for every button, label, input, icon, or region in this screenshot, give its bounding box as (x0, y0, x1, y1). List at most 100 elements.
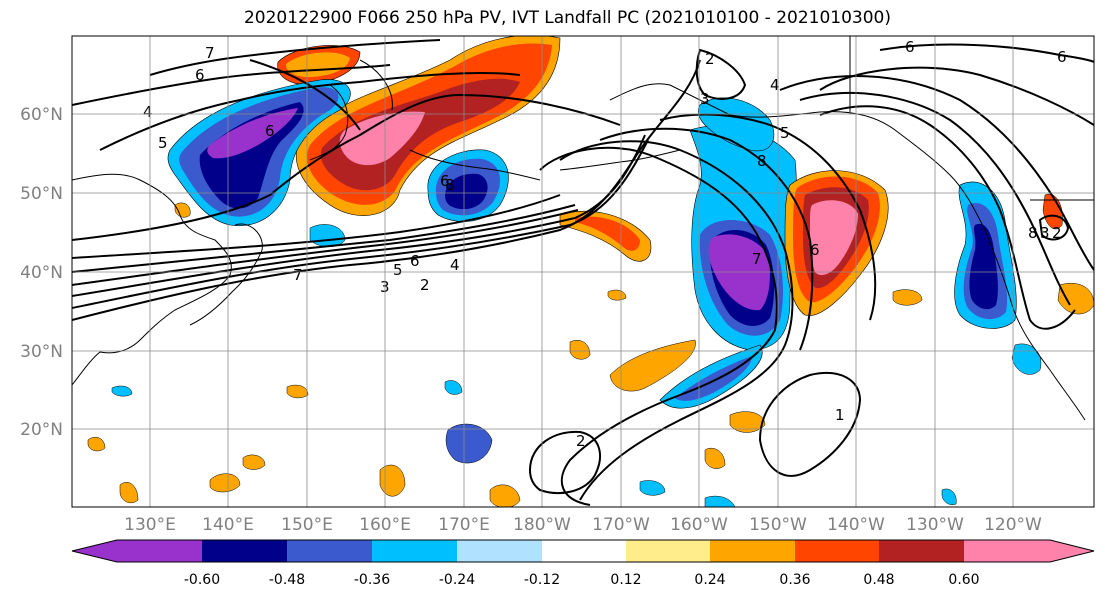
colorbar-tick-label: 0.12 (610, 572, 641, 588)
contour-label: 2 (705, 50, 715, 68)
lon-label-150e: 150°E (281, 515, 333, 535)
contour-line (72, 134, 646, 297)
colorbar-segment (1050, 540, 1094, 562)
colorbar-tick-label: -0.60 (184, 572, 220, 588)
colorbar-segment (202, 540, 287, 562)
colorbar-segment (287, 540, 372, 562)
contour-line (799, 91, 1071, 306)
lat-label-20n: 20°N (20, 420, 63, 440)
small-positive-blob-9 (209, 473, 241, 493)
small-positive-blob-11 (119, 482, 139, 504)
contour-line (72, 139, 649, 309)
contour-label: 4 (770, 76, 780, 94)
small-positive-blob-7 (609, 339, 696, 392)
contour-label: 7 (752, 250, 762, 268)
contour-label: 1 (835, 406, 845, 424)
contour-label: 2 (1052, 224, 1062, 242)
contour-line (249, 59, 361, 131)
contour-label: 7 (293, 266, 303, 284)
small-negative-blob-1 (1011, 343, 1042, 375)
small-positive-blob-13 (286, 384, 309, 399)
colorbar-tick-label: 0.48 (863, 572, 894, 588)
contour-line (72, 204, 576, 273)
colorbar-segment (117, 540, 203, 562)
small-positive-blob-5 (489, 484, 521, 507)
negative-anomaly-blob-north-pacific-max (445, 173, 488, 210)
contour-line (539, 146, 778, 506)
contour-label: 2 (420, 276, 430, 294)
positive-anomaly-ridge-max (810, 200, 858, 276)
colorbar-tick-label: 0.36 (779, 572, 810, 588)
contour-label: 5 (158, 134, 168, 152)
small-positive-blob-8 (569, 339, 591, 360)
contour-line (1038, 214, 1070, 241)
lat-label-30n: 30°N (20, 342, 63, 362)
small-positive-blob-16 (607, 289, 627, 301)
colorbar-tick-label: 0.60 (948, 572, 979, 588)
lat-label-40n: 40°N (20, 263, 63, 283)
negative-anomaly-alaska (698, 97, 775, 152)
anomaly-shading (87, 36, 1094, 507)
contour-label: 6 (265, 122, 275, 140)
small-negative-blob-4 (639, 480, 666, 496)
contour-line (695, 48, 747, 100)
contour-label: 3 (1040, 224, 1050, 242)
contour-label: 4 (143, 103, 153, 121)
contour-line (659, 113, 877, 321)
lon-label-150w: 150°W (749, 515, 807, 535)
colorbar-segment (879, 540, 964, 562)
contour-line (528, 430, 601, 494)
lon-label-160e: 160°E (359, 515, 411, 535)
small-positive-blob-6 (729, 411, 766, 433)
lon-label-130e: 130°E (124, 515, 176, 535)
colorbar-segment (457, 540, 542, 562)
lat-label-60n: 60°N (20, 105, 63, 125)
contour-line (72, 194, 561, 259)
longitude-axis: 130°E 140°E 150°E 160°E 170°E 180°W 170°… (124, 515, 1042, 535)
contour-label: 6 (905, 38, 915, 56)
contour-line (879, 43, 1094, 63)
lon-label-170e: 170°E (438, 515, 490, 535)
map-title: 2020122900 F066 250 hPa PV, IVT Landfall… (243, 8, 891, 28)
lon-label-160w: 160°W (670, 515, 728, 535)
small-positive-blob-15 (704, 447, 726, 469)
lon-label-130w: 130°W (906, 515, 964, 535)
small-negative-blob-2 (445, 423, 493, 464)
contour-labels: 7 6 4 5 6 6 8 7 5 6 4 3 2 2 3 4 5 8 7 6 … (143, 38, 1067, 450)
colorbar-segment (710, 540, 795, 562)
colorbar-tick-label: -0.48 (269, 572, 305, 588)
contour-label: 8 (1028, 224, 1038, 242)
coastlines (72, 36, 1094, 421)
map-frame (71, 35, 1095, 508)
positive-anomaly-band-west-max (339, 111, 425, 166)
lon-label-180w: 180°W (513, 515, 571, 535)
contour-label: 6 (810, 241, 820, 259)
colorbar-segment (372, 540, 457, 562)
lon-label-140e: 140°E (202, 515, 254, 535)
colorbar-outline (71, 539, 1095, 563)
contour-label: 8 (445, 176, 455, 194)
contour-line (819, 105, 1076, 330)
lat-label-50n: 50°N (20, 184, 63, 204)
contours (72, 39, 1094, 506)
contour-line (72, 59, 701, 321)
contour-label: 8 (757, 152, 767, 170)
kamchatka-coastline (309, 59, 393, 161)
contour-line (72, 93, 621, 241)
colorbar-segment (626, 540, 711, 562)
contour-label: 6 (410, 252, 420, 270)
negative-anomaly-band-west-max (207, 108, 298, 159)
colorbar-tick-label: -0.12 (524, 572, 560, 588)
colorbar-segment (72, 540, 117, 562)
latitude-axis: 60°N 50°N 40°N 30°N 20°N (20, 105, 63, 440)
contour-line (99, 71, 521, 151)
small-positive-blob-12 (87, 437, 106, 452)
contour-label: 5 (780, 124, 790, 142)
aleutian-chain (409, 149, 681, 181)
contour-label: 6 (440, 172, 450, 190)
contour-label: 4 (450, 256, 460, 274)
contour-label: 6 (1057, 48, 1067, 66)
lon-label-120w: 120°W (984, 515, 1042, 535)
contour-label: 7 (205, 44, 215, 62)
small-positive-blob-14 (174, 202, 191, 218)
